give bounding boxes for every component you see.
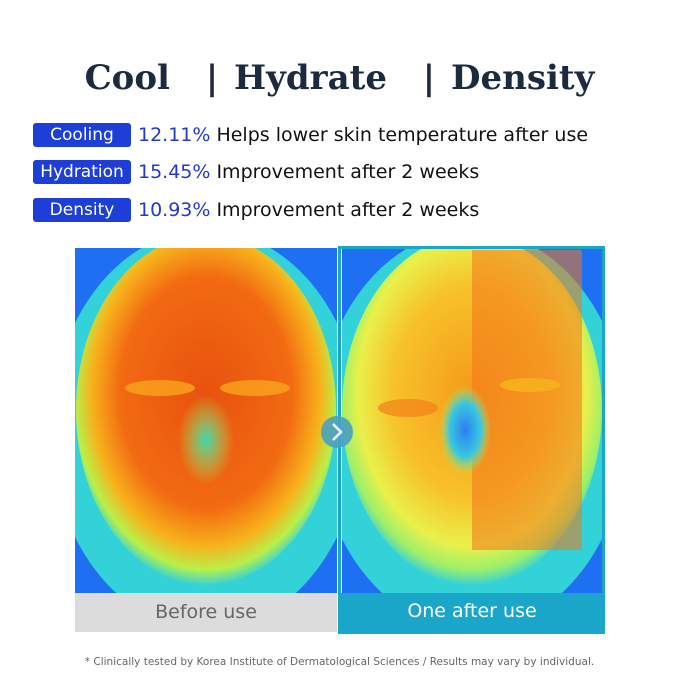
caption-band — [341, 593, 603, 632]
claim-row: Density 10.93% Improvement after 2 weeks — [33, 197, 479, 223]
claim-row: Hydration 15.45% Improvement after 2 wee… — [33, 159, 479, 185]
claim-text: Helps lower skin temperature after use — [216, 124, 589, 146]
claim-value: 10.93% — [138, 199, 211, 221]
badge: Cooling — [33, 123, 131, 147]
badge: Density — [33, 198, 131, 222]
claim-row: Cooling 12.11% Helps lower skin temperat… — [33, 122, 588, 148]
title-part: | Hydrate — [205, 58, 387, 98]
caption: Before use — [155, 601, 257, 623]
after-image — [342, 248, 602, 593]
title-part: | Density — [422, 58, 595, 98]
arrow-circle — [321, 416, 353, 448]
title-part: Cool — [84, 58, 170, 98]
claim-text: Improvement after 2 weeks — [216, 199, 480, 221]
claim-value: 12.11% — [138, 124, 211, 146]
footnote: * Clinically tested by Korea Institute o… — [84, 656, 595, 668]
arrow-icon — [332, 423, 343, 441]
badge: Hydration — [33, 160, 131, 184]
caption-band — [75, 593, 337, 632]
claim-text: Improvement after 2 weeks — [216, 161, 480, 183]
before-image — [75, 248, 337, 593]
claim-value: 15.45% — [138, 161, 211, 183]
thermal-images: Before use One after use — [75, 246, 605, 634]
title: Cool | Hydrate | Density — [0, 58, 679, 98]
caption: One after use — [407, 600, 536, 622]
